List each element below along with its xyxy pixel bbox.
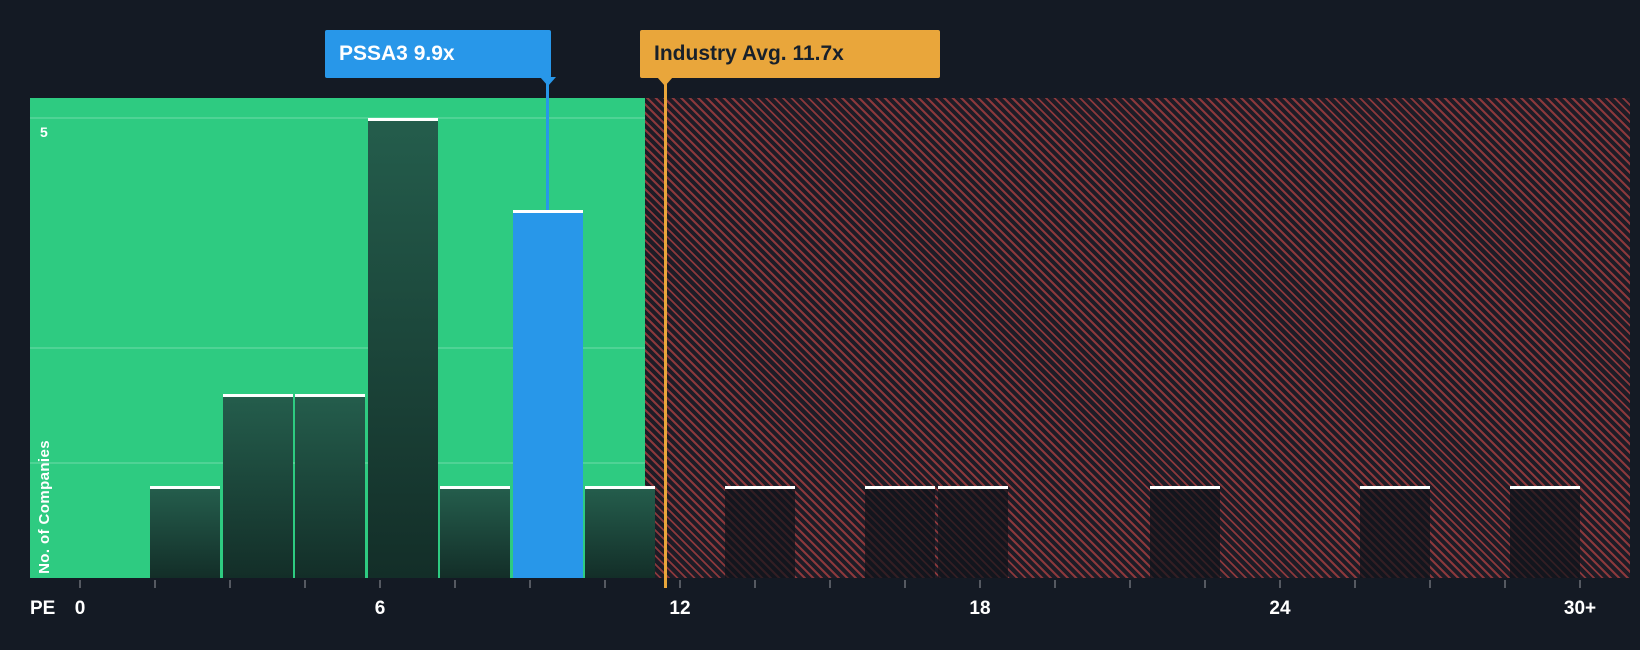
- x-axis-tick: [379, 580, 381, 588]
- x-axis-label: 30+: [1563, 598, 1597, 619]
- x-axis-label: 12: [669, 598, 691, 619]
- x-axis-tick: [529, 580, 531, 588]
- histogram-bar[interactable]: [585, 486, 655, 578]
- company-callout-pointer-icon: [539, 77, 556, 86]
- x-axis-label: 0: [74, 598, 86, 619]
- x-axis-tick: [304, 580, 306, 588]
- overvalued-hatched-zone: [645, 98, 1630, 578]
- gridline: [30, 347, 645, 349]
- histogram-bar[interactable]: [367, 118, 438, 578]
- x-axis-tick: [979, 580, 981, 588]
- histogram-bar[interactable]: [1360, 486, 1430, 578]
- company-callout-label: PSSA3 9.9x: [339, 42, 455, 65]
- x-axis-tick: [1429, 580, 1431, 588]
- y-axis-title: No. of Companies: [36, 440, 53, 574]
- x-axis-tick: [1504, 580, 1506, 588]
- x-axis-tick: [1279, 580, 1281, 588]
- x-axis-prefix-label: PE: [30, 598, 56, 619]
- industry-average-callout-label: Industry Avg. 11.7x: [654, 42, 844, 65]
- histogram-bar[interactable]: [1150, 486, 1220, 578]
- histogram-bar[interactable]: [725, 486, 795, 578]
- x-axis-tick: [754, 580, 756, 588]
- plot-area: 5 No. of Companies: [30, 98, 1630, 578]
- y-axis-max-label: 5: [40, 124, 48, 140]
- histogram-bar[interactable]: [1510, 486, 1580, 578]
- x-axis-tick: [1204, 580, 1206, 588]
- x-axis-tick: [679, 580, 681, 588]
- bars-layer: [30, 98, 1630, 578]
- x-axis-tick: [1579, 580, 1581, 588]
- x-axis-label: 18: [969, 598, 991, 619]
- x-axis-tick: [604, 580, 606, 588]
- histogram-bar[interactable]: [937, 486, 1008, 578]
- x-axis-tick: [1054, 580, 1056, 588]
- histogram-bar[interactable]: [222, 394, 293, 578]
- x-axis-tick: [154, 580, 156, 588]
- x-axis-label: 6: [374, 598, 386, 619]
- x-axis-tick: [1354, 580, 1356, 588]
- histogram-bar[interactable]: [150, 486, 220, 578]
- x-axis-tick: [829, 580, 831, 588]
- x-axis-tick: [454, 580, 456, 588]
- x-axis-label: 24: [1269, 598, 1291, 619]
- industry-average-callout[interactable]: Industry Avg. 11.7x: [640, 30, 940, 78]
- x-axis-tick: [904, 580, 906, 588]
- industry-average-line: [663, 78, 667, 588]
- x-axis-tick: [1129, 580, 1131, 588]
- x-axis-tick: [79, 580, 81, 588]
- company-bar[interactable]: [512, 210, 583, 578]
- gridline: [30, 117, 645, 119]
- histogram-bar[interactable]: [295, 394, 365, 578]
- x-axis-tick: [229, 580, 231, 588]
- company-callout[interactable]: PSSA3 9.9x: [325, 30, 551, 78]
- histogram-bar[interactable]: [865, 486, 935, 578]
- industry-callout-pointer-icon: [657, 77, 673, 86]
- company-marker-line: [546, 78, 549, 210]
- histogram-bar[interactable]: [440, 486, 510, 578]
